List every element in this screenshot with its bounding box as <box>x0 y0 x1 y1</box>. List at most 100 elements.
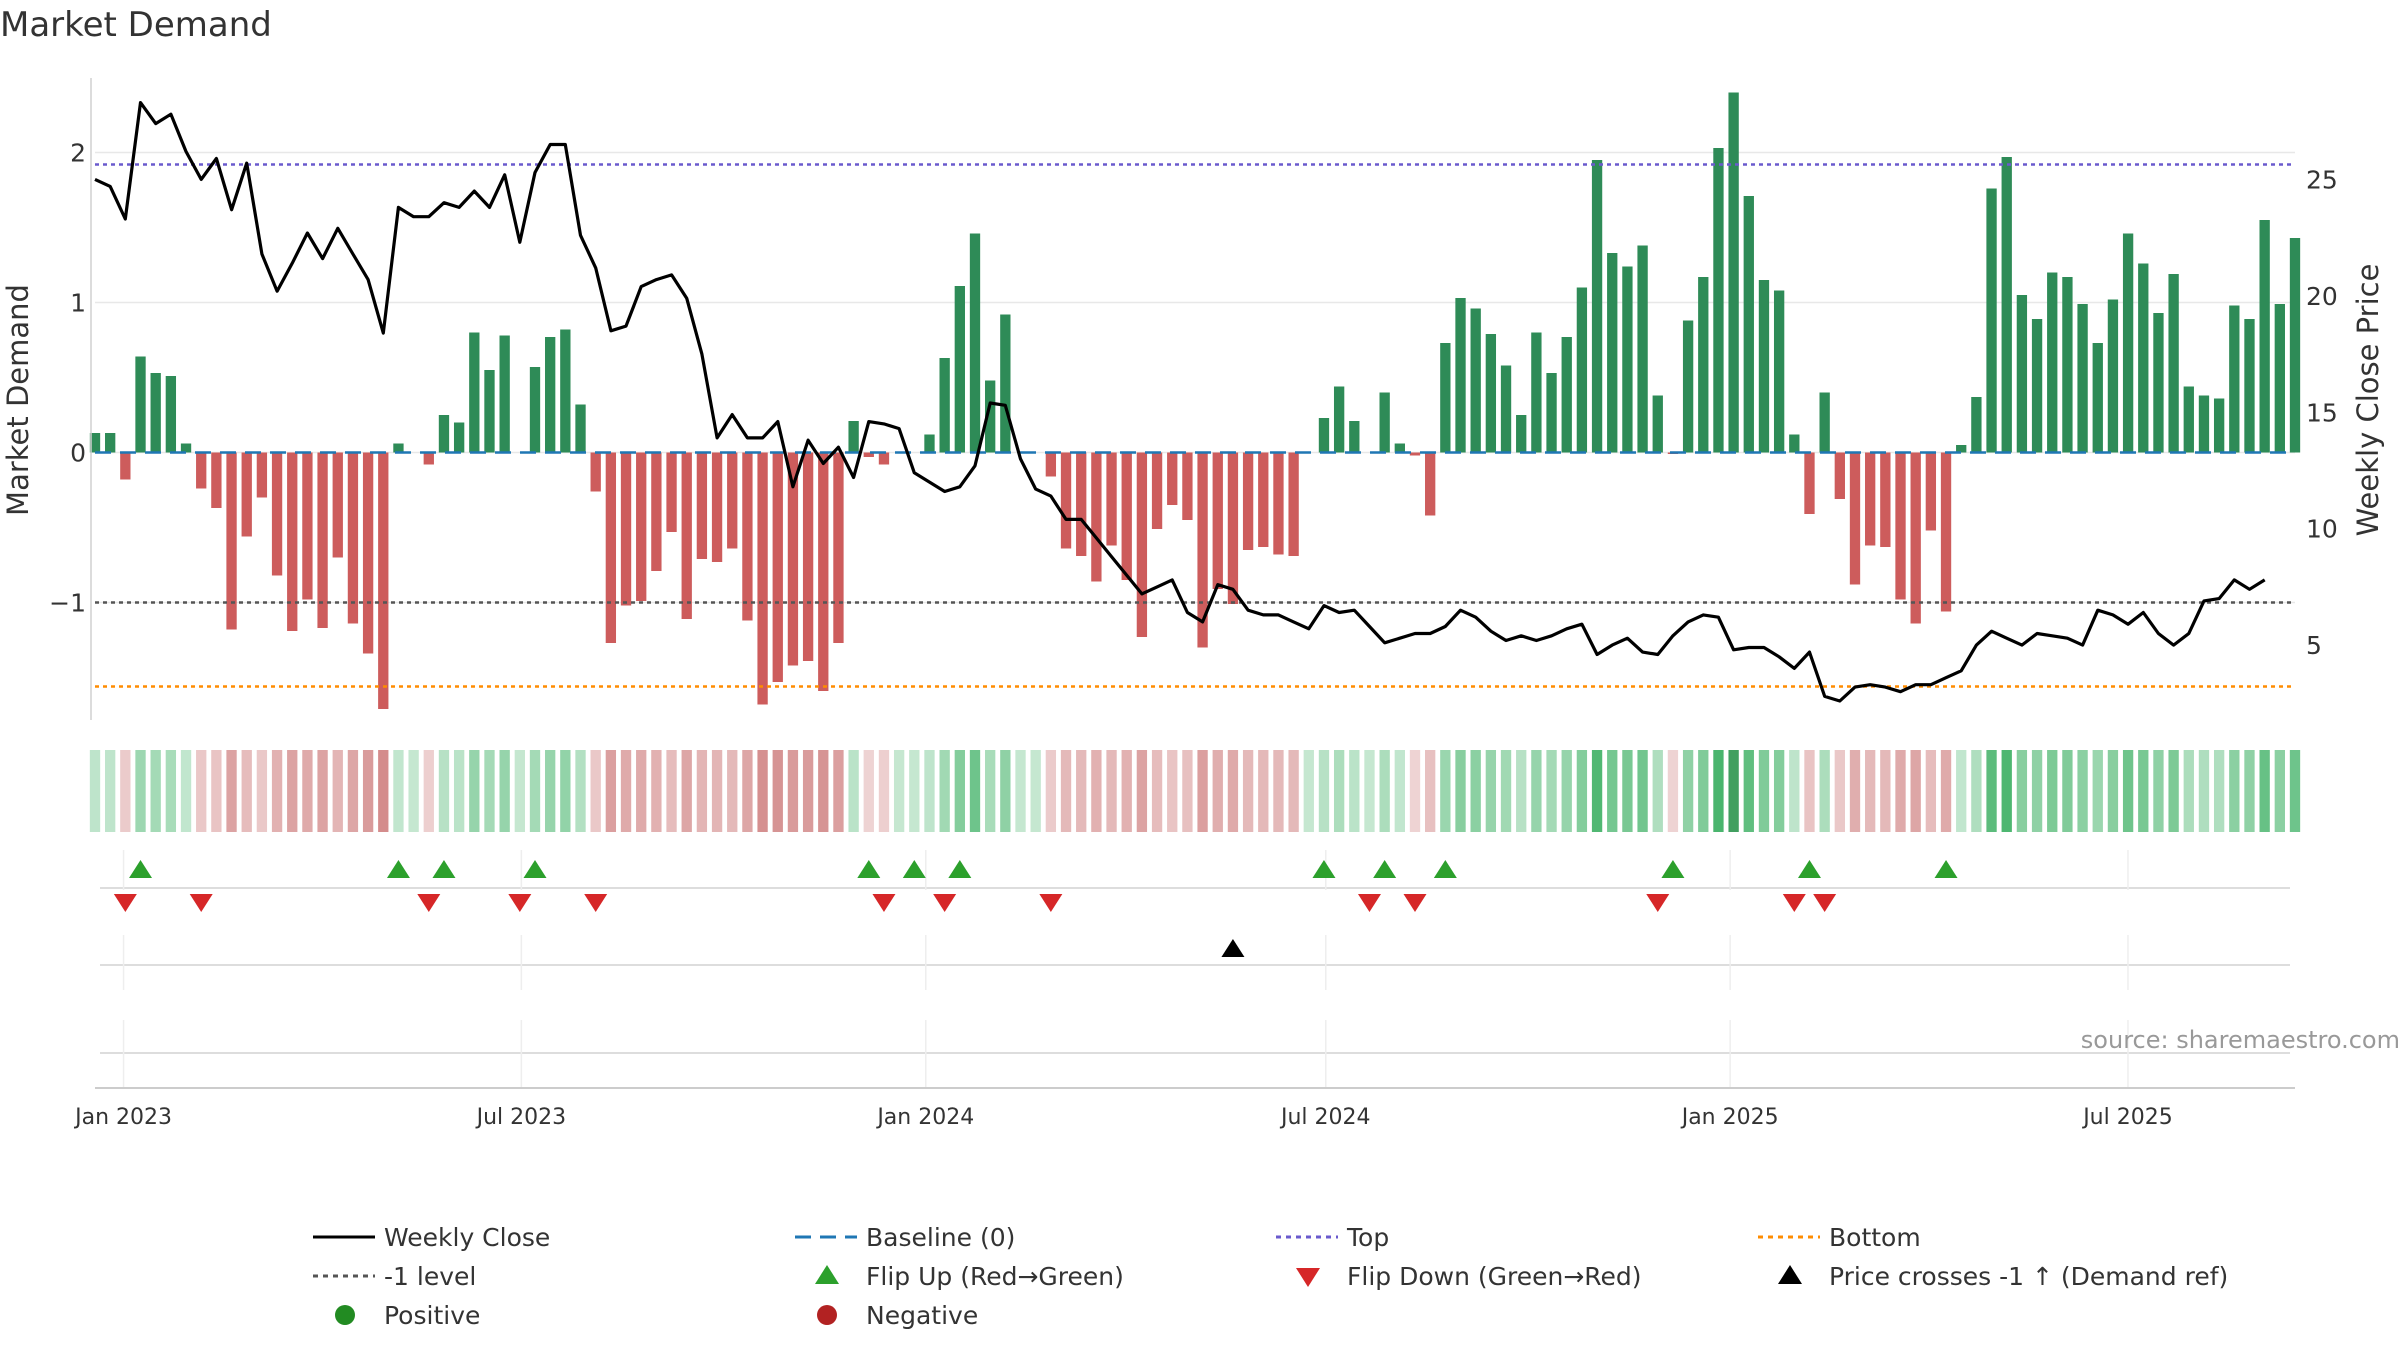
heat-strip-cell <box>120 750 131 832</box>
heat-strip-cell <box>408 750 419 832</box>
heat-strip-cell <box>863 750 874 832</box>
demand-bar <box>878 452 890 465</box>
demand-bar <box>954 286 965 453</box>
heat-strip-cell <box>924 750 935 832</box>
demand-bar <box>1076 452 1087 556</box>
heat-strip-cell <box>1455 750 1466 832</box>
heat-strip-cell <box>2047 750 2058 832</box>
demand-bar <box>1091 452 1102 582</box>
flip-down-marker <box>1646 894 1670 912</box>
demand-bar <box>1258 452 1269 547</box>
demand-bar <box>2153 313 2164 453</box>
demand-bar <box>2092 343 2103 453</box>
heat-strip-cell <box>1728 750 1739 832</box>
demand-bar <box>1136 452 1148 637</box>
heat-strip-cell <box>241 750 252 832</box>
flip-up-marker <box>1661 860 1685 878</box>
flip-down-marker <box>508 894 532 912</box>
heat-strip-cell <box>347 750 359 832</box>
legend-item: Flip Up (Red→Green) <box>815 1262 1124 1291</box>
heat-strip-cell <box>1698 750 1709 832</box>
heat-strip-cell <box>1136 750 1148 832</box>
y-left-tick-label: 2 <box>70 139 86 168</box>
heat-strip-cell <box>2213 750 2225 832</box>
heat-strip-cell <box>105 750 116 832</box>
heat-strip-cell <box>1273 750 1284 832</box>
heat-strip-cell <box>1622 750 1633 832</box>
demand-bar <box>241 452 252 537</box>
heat-strip-cell <box>332 750 343 832</box>
heat-strip-cell <box>696 750 708 832</box>
heat-strip-cell <box>89 750 101 832</box>
demand-bar <box>105 433 116 453</box>
y-right-tick-label: 20 <box>2306 282 2338 311</box>
heat-strip-cell <box>1364 750 1375 832</box>
heat-strip-cell <box>1060 750 1072 832</box>
flip-up-marker <box>1934 860 1958 878</box>
price-cross-marker <box>1221 939 1245 957</box>
heat-strip-cell <box>484 750 495 832</box>
flip-down-marker <box>872 894 896 912</box>
demand-bar <box>89 433 101 453</box>
demand-bar <box>2274 304 2285 453</box>
demand-bar <box>2259 220 2270 453</box>
demand-bar <box>1880 452 1891 547</box>
legend-item: Top <box>1276 1223 1389 1252</box>
heat-strip-cell <box>818 750 829 832</box>
y-left-tick-label: 0 <box>70 439 86 468</box>
heat-strip-cell <box>1682 750 1694 832</box>
heat-strip-cell <box>1758 750 1770 832</box>
legend-swatch-circle <box>335 1305 355 1325</box>
heat-strip-cell <box>893 750 905 832</box>
heat-strip-cell <box>271 750 283 832</box>
heat-strip-cell <box>2062 750 2073 832</box>
demand-bar <box>1121 452 1132 580</box>
flip-up-marker <box>432 860 456 878</box>
demand-bar <box>636 452 647 601</box>
demand-bar <box>438 415 450 453</box>
demand-bar <box>1561 337 1572 453</box>
flip-markers <box>113 860 1958 957</box>
demand-bar <box>180 443 192 453</box>
flip-down-marker <box>1782 894 1806 912</box>
heat-strip-cell <box>453 750 465 832</box>
demand-bar <box>1698 277 1709 453</box>
heat-strip-cell <box>605 750 617 832</box>
heat-strip-cell <box>2229 750 2240 832</box>
heat-strip-cell <box>681 750 692 832</box>
flip-down-marker <box>417 894 441 912</box>
demand-bar <box>2107 299 2119 453</box>
demand-bar <box>696 452 708 559</box>
heat-strip-cell <box>362 750 374 832</box>
demand-bar <box>1182 452 1193 520</box>
demand-bar <box>1425 452 1436 516</box>
flip-up-marker <box>386 860 410 878</box>
heat-strip-cell <box>196 750 207 832</box>
demand-bar <box>666 452 677 532</box>
flip-up-marker <box>1312 860 1336 878</box>
demand-bar <box>651 452 662 571</box>
x-tick-label: Jan 2024 <box>875 1105 974 1130</box>
heat-strip-cell <box>545 750 556 832</box>
heat-strip-cell <box>802 750 814 832</box>
flip-up-marker <box>902 860 926 878</box>
demand-bar <box>1197 452 1208 648</box>
demand-bar <box>2198 395 2210 453</box>
heat-strip-cell <box>1440 750 1451 832</box>
demand-bar <box>802 452 814 661</box>
heat-strip-cell <box>2122 750 2134 832</box>
heat-strip-cell <box>256 750 268 832</box>
grid-layer <box>95 151 2295 1088</box>
legend-label: Top <box>1346 1223 1389 1252</box>
demand-bar <box>332 452 343 558</box>
legend-item: Baseline (0) <box>795 1223 1015 1252</box>
heat-strip-cell <box>1470 750 1481 832</box>
demand-bar <box>2289 238 2301 453</box>
legend-swatch-triangle-down <box>1296 1268 1320 1287</box>
demand-bar <box>287 452 298 631</box>
demand-bar <box>772 452 783 682</box>
demand-bar <box>1758 280 1770 453</box>
heat-strip-cell <box>2107 750 2119 832</box>
x-tick-label: Jul 2023 <box>475 1105 567 1130</box>
